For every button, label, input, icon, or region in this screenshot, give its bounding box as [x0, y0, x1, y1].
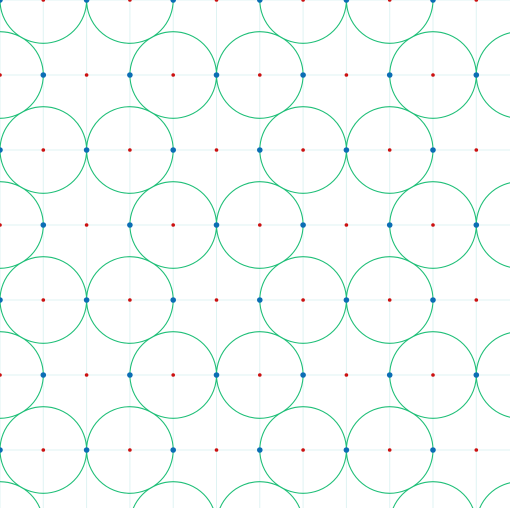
- tangent-dot: [127, 372, 133, 378]
- tangent-dot: [170, 297, 176, 303]
- tangent-dot: [430, 447, 436, 453]
- tangent-dot: [0, 447, 3, 453]
- circle: [132, 481, 214, 508]
- tangent-dot: [83, 447, 90, 453]
- tangent-dot: [300, 372, 306, 378]
- center-dot: [128, 0, 132, 2]
- center-dot: [474, 0, 479, 2]
- tangent-dot: [386, 72, 393, 78]
- tangent-dot: [430, 0, 436, 3]
- center-dot: [171, 73, 175, 77]
- center-dot: [301, 298, 305, 302]
- tangent-dot: [430, 147, 436, 153]
- tangent-dot: [127, 72, 133, 78]
- center-dot: [84, 73, 89, 77]
- center-dot: [431, 73, 435, 77]
- tangent-dot: [170, 147, 176, 153]
- tangent-dot: [257, 297, 263, 303]
- center-dot: [214, 0, 219, 2]
- tangent-dot: [430, 297, 436, 303]
- center-dot: [0, 223, 2, 227]
- tangent-dot: [386, 372, 393, 378]
- tangent-dot: [473, 72, 480, 78]
- center-dot: [301, 148, 305, 152]
- center-dot: [431, 373, 435, 377]
- tangent-dot: [83, 147, 90, 153]
- tangent-dot: [343, 447, 350, 453]
- tangent-dot: [127, 222, 133, 228]
- center-dot: [301, 448, 305, 452]
- circle: [86, 0, 174, 44]
- center-dot: [387, 148, 392, 152]
- circle: [0, 0, 88, 44]
- tangent-dot: [257, 447, 263, 453]
- center-dot: [344, 73, 349, 77]
- circle: [479, 482, 510, 508]
- tangent-dot: [257, 0, 263, 3]
- tangent-dot: [213, 372, 220, 378]
- center-dot: [41, 0, 46, 2]
- tangent-dot: [0, 0, 3, 3]
- center-dot: [41, 448, 46, 452]
- center-dot: [258, 373, 262, 377]
- center-dot: [0, 73, 2, 77]
- tangent-dot: [40, 222, 47, 228]
- tangent-dot: [0, 297, 3, 303]
- center-dot: [214, 148, 219, 152]
- tangent-dot: [473, 222, 480, 228]
- tangent-dot: [40, 72, 47, 78]
- tangent-dot: [300, 72, 306, 78]
- center-dot: [214, 298, 219, 302]
- tangent-dot: [343, 147, 350, 153]
- center-dot: [474, 448, 479, 452]
- center-dot: [387, 448, 392, 452]
- center-dot: [41, 298, 46, 302]
- tangent-dot: [40, 372, 47, 378]
- tangent-dot: [213, 222, 220, 228]
- dots: [0, 0, 480, 453]
- tangent-dot: [343, 0, 350, 3]
- tangent-dot: [170, 447, 176, 453]
- center-dot: [128, 148, 132, 152]
- center-dot: [41, 148, 46, 152]
- circle: [345, 0, 434, 44]
- tangent-dot: [257, 147, 263, 153]
- tangent-dot: [83, 0, 90, 3]
- center-dot: [128, 448, 132, 452]
- circle: [219, 481, 301, 508]
- center-dot: [0, 373, 2, 377]
- center-dot: [387, 0, 392, 2]
- tangent-dot: [300, 222, 306, 228]
- center-dot: [344, 223, 349, 227]
- circle: [0, 481, 41, 508]
- tangent-dot: [343, 297, 350, 303]
- circle: [392, 481, 474, 508]
- center-dot: [344, 373, 349, 377]
- center-dot: [171, 373, 175, 377]
- tangent-dot: [386, 222, 393, 228]
- center-dot: [301, 0, 305, 2]
- tangent-dot: [0, 147, 3, 153]
- center-dot: [128, 298, 132, 302]
- center-dot: [214, 448, 219, 452]
- center-dot: [258, 73, 262, 77]
- tangent-dot: [213, 72, 220, 78]
- center-dot: [474, 298, 479, 302]
- center-dot: [258, 223, 262, 227]
- tangent-dot: [170, 0, 176, 3]
- tangent-dot: [473, 372, 480, 378]
- center-dot: [171, 223, 175, 227]
- center-dot: [84, 373, 89, 377]
- center-dot: [474, 148, 479, 152]
- center-dot: [387, 298, 392, 302]
- tangent-dot: [83, 297, 90, 303]
- center-dot: [84, 223, 89, 227]
- center-dot: [431, 223, 435, 227]
- circle: [259, 0, 347, 44]
